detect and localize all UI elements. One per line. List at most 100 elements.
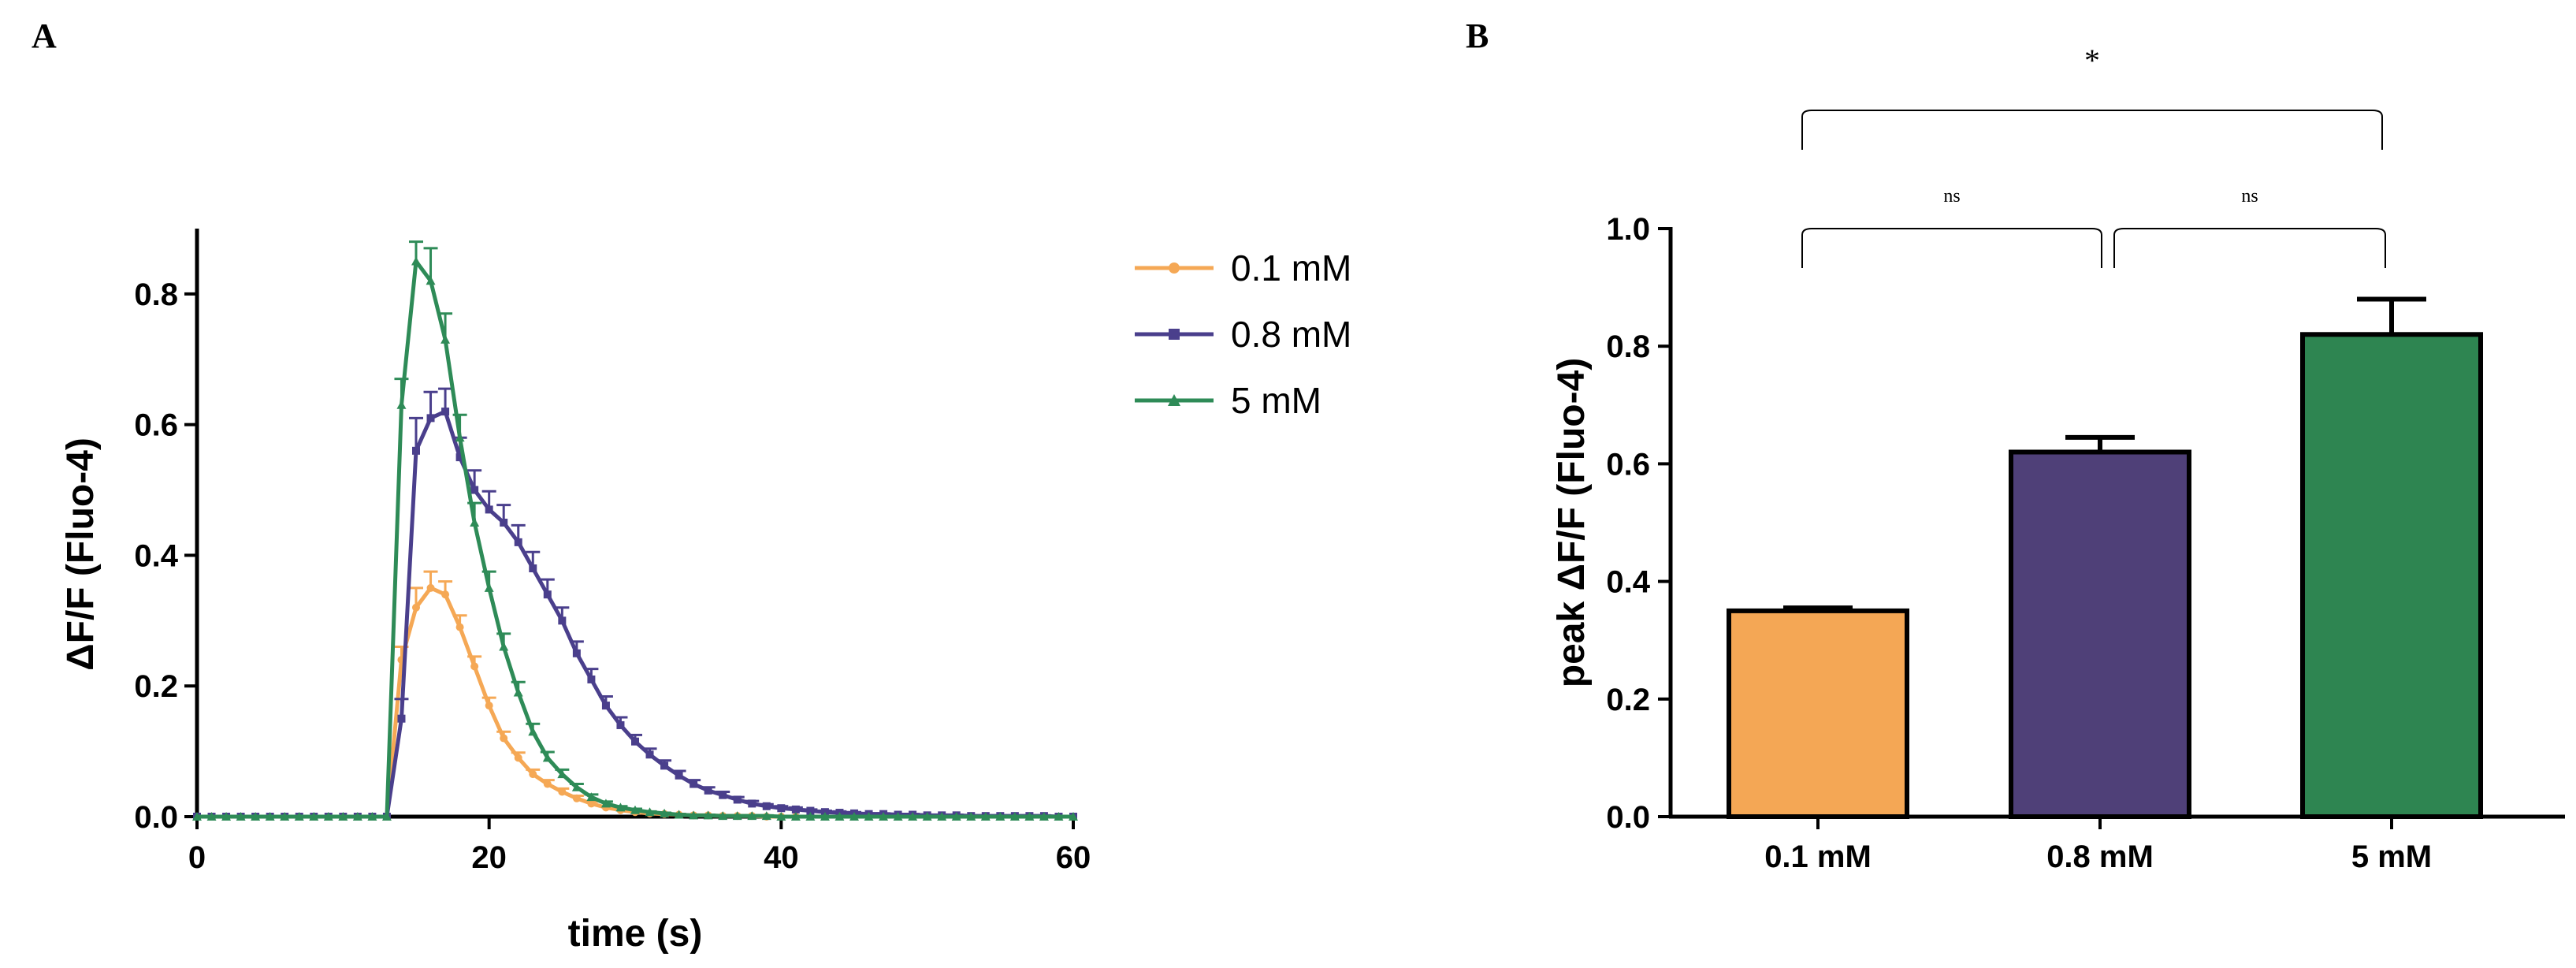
data-point xyxy=(806,806,815,815)
bar-0 xyxy=(1727,608,1909,820)
data-point xyxy=(1024,812,1035,821)
data-point xyxy=(396,400,407,409)
data-point xyxy=(426,414,435,423)
data-point xyxy=(995,812,1005,821)
data-point xyxy=(500,519,508,527)
y-tick-label: 1.0 xyxy=(1606,212,1650,247)
data-point xyxy=(1054,812,1064,821)
data-point xyxy=(732,811,742,821)
x-tick-label: 20 xyxy=(471,840,507,875)
data-point xyxy=(397,714,406,723)
series-line-2 xyxy=(197,259,1073,819)
data-point xyxy=(922,812,932,821)
data-point xyxy=(675,771,683,780)
data-point xyxy=(674,810,684,819)
y-axis-title: ΔF/F (Fluo-4) xyxy=(60,437,102,671)
data-point xyxy=(352,812,362,821)
data-point xyxy=(690,780,698,788)
data-point xyxy=(426,583,435,592)
y-tick-label: 0.2 xyxy=(1606,683,1650,717)
data-point xyxy=(835,812,845,821)
data-point xyxy=(221,812,232,821)
data-point xyxy=(236,812,246,821)
data-point xyxy=(441,408,450,416)
data-point xyxy=(805,812,816,821)
legend-marker-1 xyxy=(1169,329,1180,340)
data-point xyxy=(557,769,567,779)
y-axis-title: peak ΔF/F (Fluo-4) xyxy=(1551,358,1593,688)
data-point xyxy=(660,761,669,770)
data-point xyxy=(485,702,493,710)
data-point xyxy=(338,812,348,821)
data-point xyxy=(381,812,392,821)
data-point xyxy=(747,811,757,821)
data-point xyxy=(820,812,830,821)
data-point xyxy=(558,787,567,796)
x-tick-label: 0.1 mM xyxy=(1764,840,1872,874)
data-point xyxy=(485,505,493,514)
significance-label-0: ns xyxy=(1943,186,1960,207)
y-tick-label: 0.6 xyxy=(1606,447,1650,482)
x-axis-title: time (s) xyxy=(568,913,703,955)
data-point xyxy=(1039,812,1049,821)
data-point xyxy=(849,812,859,821)
data-point xyxy=(630,805,640,814)
data-point xyxy=(309,812,319,821)
significance-bracket-2 xyxy=(1801,110,2383,150)
data-point xyxy=(951,812,961,821)
data-point xyxy=(1069,812,1078,821)
data-point xyxy=(864,812,874,821)
data-point xyxy=(206,812,217,821)
y-tick-label: 0.6 xyxy=(134,408,178,443)
bar-1 xyxy=(2009,449,2191,819)
data-point xyxy=(719,791,727,799)
data-point xyxy=(937,812,947,821)
data-point xyxy=(718,811,728,821)
panel-a-line-chart: 0 20 40 60 0.0 0.2 0.4 0.6 0.8 time (s) ΔF/F (Fluo… xyxy=(60,229,1351,955)
data-point xyxy=(571,782,582,791)
data-point xyxy=(615,802,626,812)
data-point xyxy=(600,799,611,808)
series-line-0 xyxy=(197,586,1073,819)
panel-a-label: A xyxy=(32,17,57,55)
data-point xyxy=(966,812,976,821)
data-point xyxy=(790,812,801,821)
panel-b-label: B xyxy=(1466,17,1489,55)
data-point xyxy=(484,583,494,592)
data-point xyxy=(294,812,304,821)
data-point xyxy=(470,518,480,527)
data-point xyxy=(704,786,712,795)
data-point xyxy=(411,256,421,266)
data-point xyxy=(470,662,479,671)
data-point xyxy=(1009,812,1020,821)
significance-bracket-0 xyxy=(1801,228,2102,268)
data-point xyxy=(689,810,699,820)
legend-label-1: 0.8 mM xyxy=(1231,314,1351,355)
data-point xyxy=(587,799,596,808)
data-point xyxy=(572,649,581,657)
data-point xyxy=(601,702,610,710)
data-point xyxy=(440,334,451,344)
x-tick-label: 0.8 mM xyxy=(2046,840,2154,874)
data-point xyxy=(543,590,552,599)
data-point xyxy=(265,812,275,821)
legend-marker-2 xyxy=(1168,394,1180,406)
bar-2 xyxy=(2300,332,2483,819)
data-point xyxy=(513,687,523,697)
data-point xyxy=(645,807,655,817)
data-point xyxy=(631,737,639,746)
series-line-1 xyxy=(197,409,1073,819)
data-point xyxy=(616,720,625,729)
data-point xyxy=(908,812,918,821)
data-point xyxy=(980,812,991,821)
data-point xyxy=(703,810,713,820)
data-point xyxy=(543,780,552,788)
data-point xyxy=(542,753,552,762)
data-point xyxy=(514,754,522,762)
data-point xyxy=(455,453,464,462)
data-point xyxy=(893,812,903,821)
data-point xyxy=(514,538,522,546)
y-tick-label: 0.4 xyxy=(134,538,178,573)
x-tick-label: 5 mM xyxy=(2351,840,2432,874)
data-point xyxy=(762,802,771,810)
